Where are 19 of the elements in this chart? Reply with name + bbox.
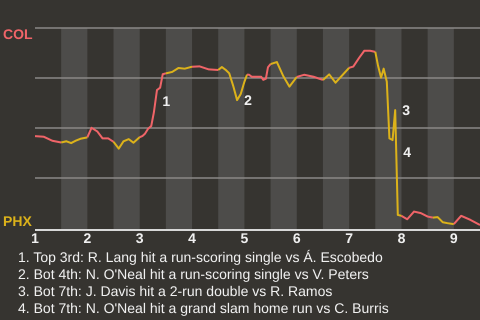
x-tick-label: 2 <box>83 230 92 246</box>
text: COL <box>3 26 33 42</box>
x-tick-label: 4 <box>188 230 196 246</box>
text: PHX <box>3 213 32 229</box>
text: 4. Bot 7th: N. O'Neal hit a grand slam home run vs C. Burris <box>18 300 389 317</box>
annotation: 2 <box>244 92 252 108</box>
text: 2. Bot 4th: N. O'Neal hit a run-scoring single vs V. Peters <box>18 266 370 283</box>
x-tick-label: 6 <box>292 230 301 246</box>
annotation: 1 <box>162 93 170 110</box>
x-tick-label: 7 <box>345 230 354 246</box>
annotation: 4 <box>403 144 412 160</box>
x-tick-label: 9 <box>450 230 458 246</box>
x-tick-label: 8 <box>398 230 406 246</box>
x-tick-label: 5 <box>240 230 249 246</box>
x-tick-label: 3 <box>136 230 144 246</box>
text: 1. Top 3rd: R. Lang hit a run-scoring single vs Á. Escobedo <box>18 249 384 266</box>
text: 3. Bot 7th: J. Davis hit a 2-run double vs R. Ramos <box>18 283 334 300</box>
annotation: 3 <box>402 102 410 118</box>
x-tick-label: 1 <box>31 230 40 246</box>
